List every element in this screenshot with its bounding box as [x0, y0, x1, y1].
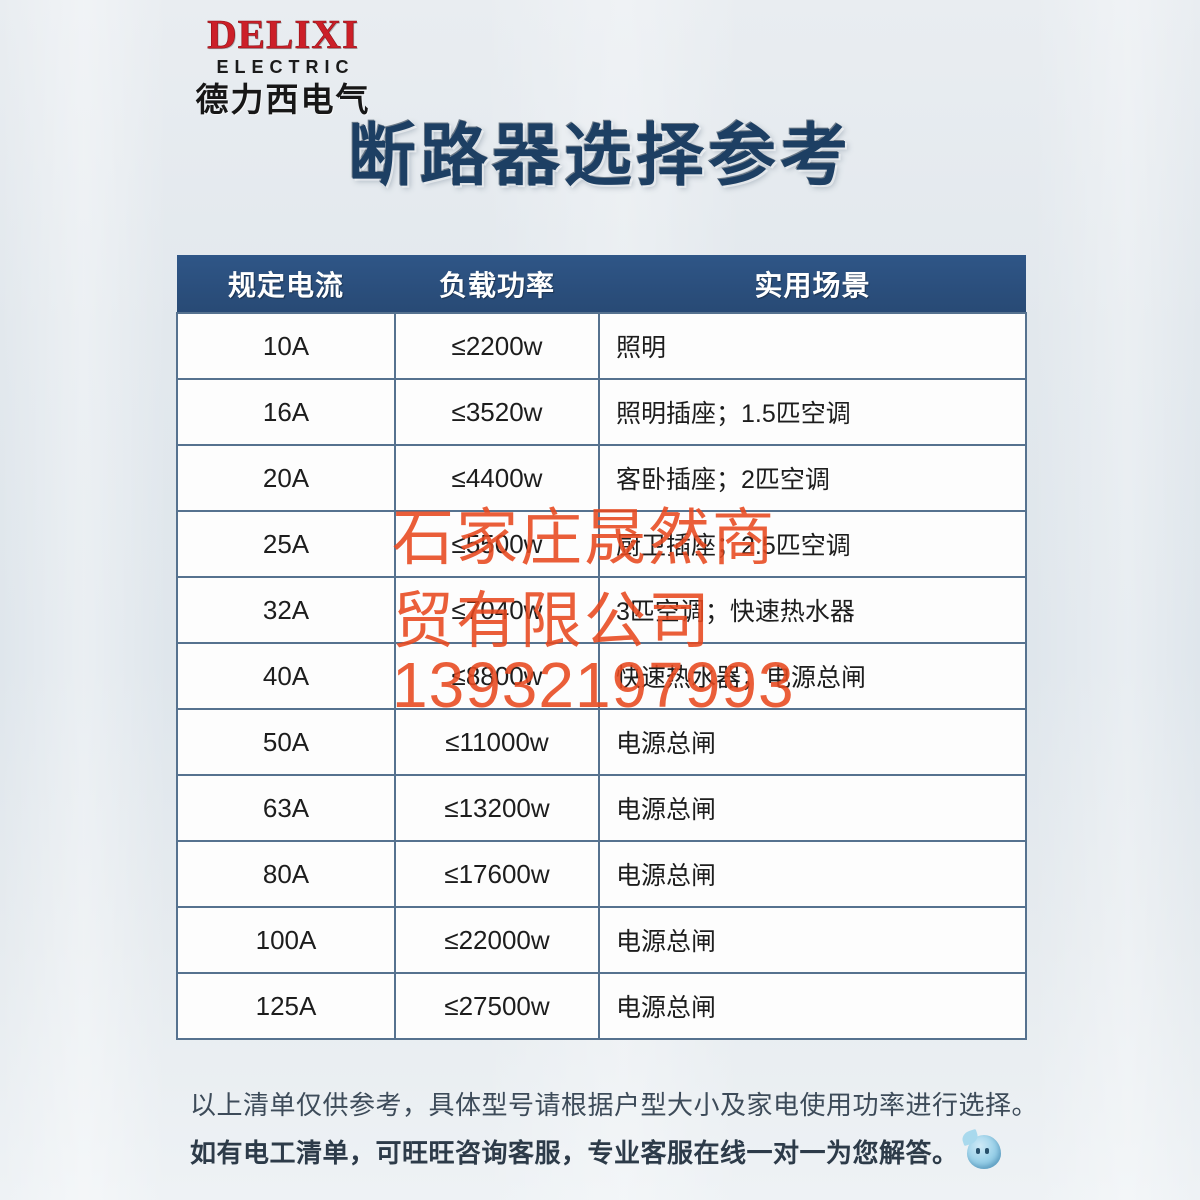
cell-scene: 3匹空调；快速热水器 — [598, 576, 1027, 644]
table-row: 50A ≤11000w 电源总闸 — [176, 708, 1027, 776]
delixi-logo: DELIXI ELECTRIC 德力西电气 — [163, 11, 403, 118]
cell-current: 80A — [176, 840, 396, 908]
cell-scene: 客卧插座；2匹空调 — [598, 444, 1027, 512]
cell-power: ≤5500w — [394, 510, 600, 578]
cell-power: ≤4400w — [394, 444, 600, 512]
cell-scene: 电源总闸 — [598, 840, 1027, 908]
cell-current: 63A — [176, 774, 396, 842]
cell-scene: 电源总闸 — [598, 708, 1027, 776]
brand-name-en: DELIXI — [207, 11, 359, 57]
cell-current: 100A — [176, 906, 396, 974]
footer-note-1: 以上清单仅供参考，具体型号请根据户型大小及家电使用功率进行选择。 — [190, 1090, 1039, 1120]
cell-power: ≤7040w — [394, 576, 600, 644]
cell-current: 40A — [176, 642, 396, 710]
brand-tagline-en: ELECTRIC — [216, 57, 355, 77]
table-row: 32A ≤7040w 3匹空调；快速热水器 — [176, 576, 1027, 644]
cell-scene: 电源总闸 — [598, 906, 1027, 974]
cell-power: ≤2200w — [394, 312, 600, 380]
brand-name-cn: 德力西电气 — [195, 81, 371, 118]
cell-current: 125A — [176, 972, 396, 1040]
table-row: 25A ≤5500w 厨卫插座；2.5匹空调 — [176, 510, 1027, 578]
cell-power: ≤17600w — [394, 840, 600, 908]
cell-power: ≤11000w — [394, 708, 600, 776]
cell-scene: 厨卫插座；2.5匹空调 — [598, 510, 1027, 578]
cell-current: 10A — [176, 312, 396, 380]
cell-power: ≤3520w — [394, 378, 600, 446]
table-row: 63A ≤13200w 电源总闸 — [176, 774, 1027, 842]
cell-scene: 照明 — [598, 312, 1027, 380]
table-row: 10A ≤2200w 照明 — [176, 312, 1027, 380]
table-row: 16A ≤3520w 照明插座；1.5匹空调 — [176, 378, 1027, 446]
cell-current: 25A — [176, 510, 396, 578]
cell-current: 16A — [176, 378, 396, 446]
cell-scene: 快速热水器；电源总闸 — [598, 642, 1027, 710]
footer-note-2-text: 如有电工清单，可旺旺咨询客服，专业客服在线一对一为您解答。 — [190, 1138, 959, 1168]
cell-power: ≤22000w — [394, 906, 600, 974]
footer-note-2: 如有电工清单，可旺旺咨询客服，专业客服在线一对一为您解答。 — [190, 1133, 1070, 1170]
table-row: 80A ≤17600w 电源总闸 — [176, 840, 1027, 908]
cell-current: 20A — [176, 444, 396, 512]
column-header-current: 规定电流 — [177, 255, 395, 313]
cell-current: 32A — [176, 576, 396, 644]
cell-scene: 照明插座；1.5匹空调 — [598, 378, 1027, 446]
table-header-row: 规定电流 负载功率 实用场景 — [177, 255, 1026, 313]
cell-power: ≤27500w — [394, 972, 600, 1040]
breaker-selection-table: 规定电流 负载功率 实用场景 10A ≤2200w 照明 16A ≤3520w 照明插座；… — [176, 255, 1027, 1040]
table-row: 100A ≤22000w 电源总闸 — [176, 906, 1027, 974]
wangwang-icon — [966, 1134, 1001, 1169]
cell-power: ≤8800w — [394, 642, 600, 710]
column-header-power: 负载功率 — [395, 255, 599, 313]
cell-scene: 电源总闸 — [598, 972, 1027, 1040]
cell-power: ≤13200w — [394, 774, 600, 842]
table-body: 10A ≤2200w 照明 16A ≤3520w 照明插座；1.5匹空调 20A ≤4400w… — [176, 312, 1027, 1040]
cell-current: 50A — [176, 708, 396, 776]
table-row: 40A ≤8800w 快速热水器；电源总闸 — [176, 642, 1027, 710]
column-header-scene: 实用场景 — [599, 255, 1026, 313]
cell-scene: 电源总闸 — [598, 774, 1027, 842]
table-row: 125A ≤27500w 电源总闸 — [176, 972, 1027, 1040]
page-title: 断路器选择参考 — [347, 118, 852, 194]
table-row: 20A ≤4400w 客卧插座；2匹空调 — [176, 444, 1027, 512]
